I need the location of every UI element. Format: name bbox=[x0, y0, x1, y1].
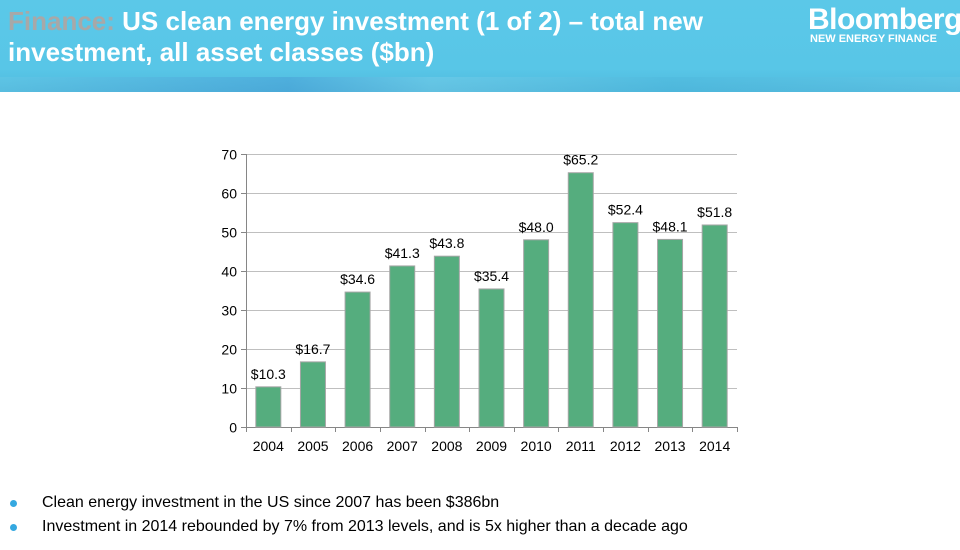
x-tick-label: 2005 bbox=[297, 438, 328, 454]
x-tick-label: 2008 bbox=[431, 438, 462, 454]
bar-2013 bbox=[657, 238, 684, 428]
data-label: $51.8 bbox=[697, 204, 732, 220]
y-tick-label: 30 bbox=[221, 303, 237, 319]
bar-2008 bbox=[433, 255, 460, 428]
x-tick-label: 2006 bbox=[342, 438, 373, 454]
x-tick-label: 2013 bbox=[654, 438, 685, 454]
x-tick-label: 2012 bbox=[610, 438, 641, 454]
bar-2004 bbox=[255, 386, 282, 428]
data-label: $65.2 bbox=[563, 152, 598, 168]
bar-2010 bbox=[523, 239, 550, 428]
data-label: $48.1 bbox=[653, 218, 688, 234]
y-tick-label: 50 bbox=[221, 225, 237, 241]
x-tick-label: 2014 bbox=[699, 438, 730, 454]
bar-2006 bbox=[344, 291, 371, 428]
data-labels: $10.3 $16.7 $34.6 $41.3 $43.8 $35.4 $48.0 $65.2… bbox=[251, 152, 733, 382]
y-tick-label: 0 bbox=[229, 420, 237, 436]
x-tick-label: 2010 bbox=[521, 438, 552, 454]
x-tick-label: 2009 bbox=[476, 438, 507, 454]
bullet-dot-icon bbox=[10, 524, 17, 531]
bullet-text: Clean energy investment in the US since … bbox=[42, 494, 500, 511]
y-tick-label: 10 bbox=[221, 381, 237, 397]
bar-2005 bbox=[299, 361, 326, 428]
header-decoration bbox=[0, 77, 960, 92]
bars bbox=[255, 172, 728, 428]
bar-2011 bbox=[567, 172, 594, 428]
y-tick-label: 40 bbox=[221, 264, 237, 280]
bar-2009 bbox=[478, 288, 505, 428]
data-label: $41.3 bbox=[385, 245, 420, 261]
y-tick-label: 60 bbox=[221, 186, 237, 202]
bullet-text: Investment in 2014 rebounded by 7% from … bbox=[42, 518, 688, 535]
logo-subtitle: NEW ENERGY FINANCE bbox=[810, 33, 937, 45]
bullet-item: Investment in 2014 rebounded by 7% from … bbox=[0, 517, 960, 541]
y-tick-label: 20 bbox=[221, 342, 237, 358]
header-banner: Finance: US clean energy investment (1 o… bbox=[0, 0, 960, 92]
data-label: $43.8 bbox=[429, 235, 464, 251]
bar-2014 bbox=[701, 224, 728, 428]
x-tick-label: 2007 bbox=[387, 438, 418, 454]
data-label: $35.4 bbox=[474, 268, 509, 284]
logo-brand: Bloomberg bbox=[808, 3, 960, 36]
bullet-dot-icon bbox=[10, 500, 17, 507]
bullet-list: Clean energy investment in the US since … bbox=[0, 493, 960, 541]
data-label: $34.6 bbox=[340, 271, 375, 287]
title-prefix: Finance: bbox=[8, 6, 115, 36]
bar-2007 bbox=[389, 265, 416, 428]
x-tick-label: 2011 bbox=[566, 438, 596, 454]
slide-title: Finance: US clean energy investment (1 o… bbox=[8, 6, 798, 68]
data-label: $52.4 bbox=[608, 202, 643, 218]
bullet-item: Clean energy investment in the US since … bbox=[0, 493, 960, 517]
data-label: $10.3 bbox=[251, 366, 286, 382]
x-tick-label: 2004 bbox=[253, 438, 284, 454]
y-tick-label: 70 bbox=[221, 147, 237, 163]
data-label: $48.0 bbox=[519, 219, 554, 235]
bar-2012 bbox=[612, 222, 639, 428]
tick-labels: 0 10 20 30 40 50 60 70 2004 2005 2006 2007 2008 2009 2… bbox=[221, 147, 730, 455]
title-main: US clean energy investment (1 of 2) – to… bbox=[8, 6, 703, 67]
bloomberg-logo: Bloomberg NEW ENERGY FINANCE bbox=[808, 3, 960, 45]
data-label: $16.7 bbox=[295, 341, 330, 357]
